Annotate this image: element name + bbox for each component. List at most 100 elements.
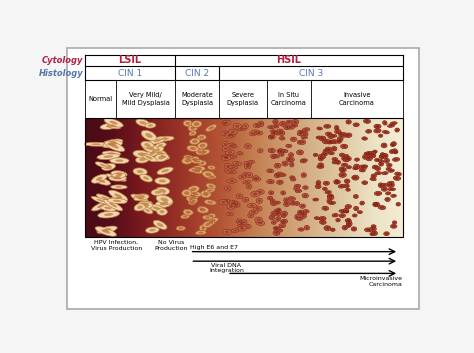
Bar [229,119,230,237]
Ellipse shape [91,143,101,145]
Ellipse shape [97,154,120,160]
Bar [296,119,297,237]
Ellipse shape [345,219,350,222]
Bar [263,119,264,237]
Ellipse shape [191,121,202,127]
Ellipse shape [202,171,215,178]
Ellipse shape [371,228,375,231]
Bar [357,119,358,237]
Ellipse shape [245,163,251,168]
Ellipse shape [146,146,155,150]
Ellipse shape [328,200,331,203]
Ellipse shape [332,148,336,150]
Bar [130,119,131,237]
Ellipse shape [108,152,116,155]
Bar [345,119,346,237]
Ellipse shape [106,166,111,168]
Ellipse shape [141,130,156,141]
Ellipse shape [197,134,206,140]
Ellipse shape [302,213,305,215]
Ellipse shape [301,213,306,216]
Bar [205,119,206,237]
Ellipse shape [274,163,281,168]
Ellipse shape [360,201,365,205]
Ellipse shape [227,132,236,137]
Ellipse shape [242,124,248,129]
Ellipse shape [326,148,330,151]
Ellipse shape [244,164,251,169]
Ellipse shape [219,199,228,205]
Ellipse shape [323,149,329,153]
Bar [88,119,89,237]
Ellipse shape [102,151,121,156]
Ellipse shape [137,170,144,173]
Ellipse shape [395,128,400,132]
Ellipse shape [333,161,337,163]
Bar [284,119,285,237]
Bar [94,119,95,237]
Ellipse shape [383,131,389,134]
Ellipse shape [225,186,231,191]
Ellipse shape [238,225,242,227]
Bar [379,119,380,237]
Ellipse shape [101,196,109,200]
Ellipse shape [191,169,197,171]
Ellipse shape [192,140,198,143]
Ellipse shape [141,154,157,162]
Ellipse shape [342,145,346,148]
Bar [358,119,359,237]
Bar [195,119,196,237]
Ellipse shape [341,144,348,149]
Ellipse shape [344,155,349,157]
Ellipse shape [333,214,337,216]
Bar [156,119,157,237]
Ellipse shape [384,158,390,163]
Ellipse shape [109,175,127,181]
Bar [115,119,116,237]
Ellipse shape [379,184,382,187]
Ellipse shape [229,133,234,136]
Bar [99,119,100,237]
Bar [125,119,126,237]
Ellipse shape [251,133,255,135]
Ellipse shape [225,200,228,202]
Bar [253,119,254,237]
Ellipse shape [116,175,122,177]
Ellipse shape [322,206,328,210]
Ellipse shape [270,136,273,138]
Ellipse shape [243,198,249,202]
Ellipse shape [367,157,371,160]
Text: CIN 1: CIN 1 [118,68,142,78]
Ellipse shape [294,184,301,187]
Ellipse shape [319,164,322,166]
Ellipse shape [282,174,285,176]
Ellipse shape [353,123,359,127]
Bar [134,119,135,237]
Bar [169,119,170,237]
Ellipse shape [97,226,117,234]
Ellipse shape [254,123,261,128]
Bar [313,119,314,237]
Ellipse shape [198,232,204,234]
Bar [384,119,385,237]
Ellipse shape [201,162,205,164]
Ellipse shape [282,215,285,217]
Bar [108,119,109,237]
Ellipse shape [272,213,275,215]
Ellipse shape [192,192,199,195]
Text: Cytology: Cytology [42,56,83,65]
Ellipse shape [392,122,396,124]
Ellipse shape [268,135,275,139]
Ellipse shape [318,156,323,161]
Bar [360,119,361,237]
Ellipse shape [221,201,226,204]
Ellipse shape [364,155,366,158]
Bar [310,119,311,237]
Ellipse shape [189,191,201,197]
Bar [232,119,233,237]
Ellipse shape [248,174,251,176]
Ellipse shape [306,226,309,229]
Ellipse shape [316,180,321,185]
Ellipse shape [229,205,233,208]
Ellipse shape [379,135,382,137]
